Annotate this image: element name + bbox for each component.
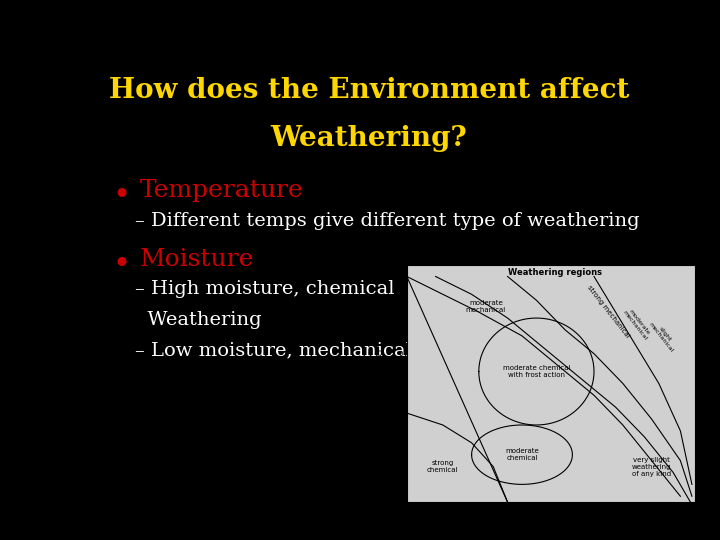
Text: Moisture: Moisture [140, 248, 255, 271]
Text: – Low moisture, mechanical: – Low moisture, mechanical [135, 342, 412, 360]
Text: moderate chemical
with frost action: moderate chemical with frost action [503, 365, 570, 378]
Text: •: • [112, 250, 130, 281]
Text: strong
chemical: strong chemical [427, 460, 459, 473]
Text: moderate
mechanical: moderate mechanical [466, 300, 506, 313]
X-axis label: Annual rainfall (cm): Annual rainfall (cm) [513, 514, 589, 523]
Text: – Different temps give different type of weathering: – Different temps give different type of… [135, 212, 639, 231]
Text: strong mechanical: strong mechanical [586, 285, 631, 340]
Text: moderate
chemical: moderate chemical [505, 448, 539, 461]
Text: Weathering regions: Weathering regions [508, 268, 602, 276]
Text: How does the Environment affect: How does the Environment affect [109, 77, 629, 104]
Text: Weathering?: Weathering? [271, 125, 467, 152]
Y-axis label: Annual temperature (°C): Annual temperature (°C) [377, 336, 387, 431]
Text: •: • [112, 181, 130, 212]
Text: – High moisture, chemical: – High moisture, chemical [135, 280, 394, 298]
Text: moderate
mechanical: moderate mechanical [622, 306, 652, 342]
Text: slight
mechanical: slight mechanical [648, 318, 678, 354]
Text: Temperature: Temperature [140, 179, 304, 202]
Text: very slight
weathering
of any kind: very slight weathering of any kind [632, 456, 671, 477]
Text: Weathering: Weathering [135, 311, 261, 329]
